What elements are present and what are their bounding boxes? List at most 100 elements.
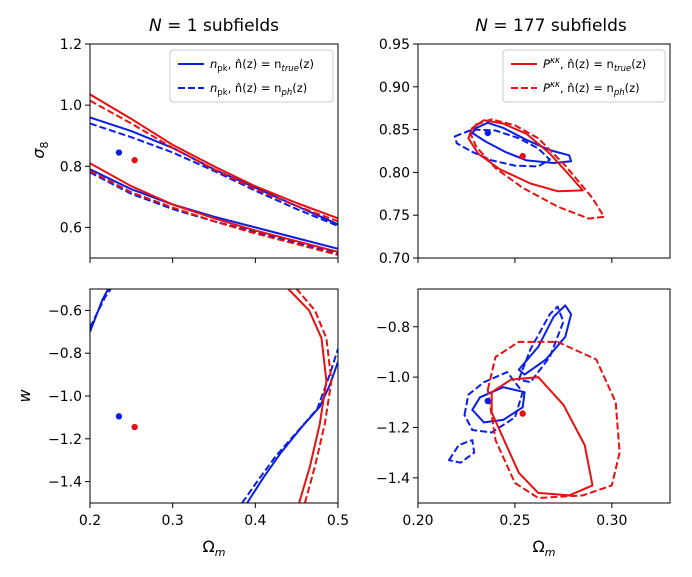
y-tick-label-1: −1.4 [48,475,82,491]
legend-1-bsub: true [614,64,631,74]
panel-title-top-right: N = 177 subfields [475,16,627,36]
y-tick-label-3: −1.0 [48,389,82,405]
marker-point-1 [484,129,491,137]
series-line-4 [241,348,338,503]
plot-area-bottom-right [448,304,621,499]
series-line-2 [453,128,551,168]
series-line-1 [517,304,573,376]
y-tick-label-4: −0.8 [48,346,82,362]
title-rest: = 1 subfields [162,16,279,36]
series-line-8 [90,170,338,256]
legend-2-c: (z) [292,81,307,95]
y-tick-label-2: 0.75 [379,208,410,224]
panel-top-left: N = 1 subfields σ8 0.60.81.01.2 npk, n̂(… [29,16,339,263]
series-line-3 [90,93,338,220]
panel-title-top-left: N = 1 subfields [149,16,279,36]
y-tick-label-5: −0.6 [48,303,82,319]
legend-2-a: n [210,81,217,95]
axes-frame-bottom-right [417,288,671,504]
legend-2-c: (z) [625,81,640,95]
legend-1-asup: κκ [550,56,560,66]
legend-2-asub: pk [217,88,227,98]
ylabel-sym: σ [29,148,48,159]
series-line-5 [90,168,338,250]
y-tick-label-1: 0.6 [60,220,82,236]
legend-top-left: npk, n̂(z) = ntrue(z) npk, n̂(z) = nph(z… [169,49,334,103]
ticks-top-left: 0.6 0.8 1.0 1.2 [60,37,339,263]
series-line-4 [90,99,338,223]
x-tick-label-2: 0.25 [499,513,530,529]
axes-frame-top-right [417,43,671,259]
axes-frame-top-left [89,43,339,259]
legend-2-asup: κκ [550,80,560,90]
plot-area-top-left [90,93,338,256]
series-line-6 [490,376,594,497]
y-tick-label-1: 0.70 [379,251,410,267]
x-axis-label-omega-m: Ωm [533,537,556,559]
y-axis-label-w: w [15,389,34,403]
legend-box [169,49,334,103]
series-line-2 [90,289,112,328]
plot-area-bottom-left [90,289,338,503]
xlabel-sub: m [215,546,226,559]
ticks-top-right: 0.70 0.75 0.80 0.85 0.90 0.95 [379,37,613,267]
axes-frame-bottom-left [89,288,339,504]
x-tick-label-1: 0.2 [79,513,101,529]
series-line-7 [90,162,338,253]
marker-point-2 [519,410,526,417]
x-axis-label-omega-m: Ωm [203,537,226,559]
legend-1-b: , n̂(z) = n [228,57,282,71]
legend-1-c: (z) [631,57,646,71]
ylabel-sub: 8 [38,141,51,148]
y-tick-label-1: −1.4 [376,471,410,487]
legend-1-bsub: true [281,64,298,74]
legend-top-right: Pκκ, n̂(z) = ntrue(z) Pκκ, n̂(z) = nph(z… [502,49,666,103]
y-tick-label-3: 1.0 [60,98,82,114]
legend-1-a: P [543,57,550,71]
marker-point-1 [115,149,123,156]
series-line-2 [90,122,338,227]
legend-2-b: , n̂(z) = n [560,81,614,95]
legend-2-a: P [543,81,550,95]
x-tick-label-4: 0.5 [327,513,349,529]
x-tick-label-2: 0.3 [162,513,184,529]
xlabel-sym: Ω [533,537,545,556]
plot-area-top-right [453,118,606,220]
legend-entry-1: npk, n̂(z) = ntrue(z) [210,57,314,74]
title-var: N [475,16,488,36]
x-tick-label-1: 0.20 [402,513,433,529]
legend-1-b: , n̂(z) = n [560,57,614,71]
legend-box [502,49,666,103]
series-line-4 [469,118,606,220]
panel-bottom-left: w Ωm −1.4 −1.2 −1.0 −0.8 −0.6 0.2 0.3 0.4 0.5 [15,288,349,559]
series-line-4 [463,371,524,434]
y-tick-label-4: 0.85 [379,123,410,139]
y-tick-label-4: 1.2 [60,37,82,53]
legend-2-bsub: ph [613,88,625,98]
y-tick-label-3: 0.80 [379,165,410,181]
marker-point-2 [131,156,138,164]
y-tick-label-2: −1.2 [48,432,82,448]
series-line-5 [448,439,476,464]
ticks-bottom-right: −1.4 −1.2 −1.0 −0.8 0.20 0.25 0.30 [376,320,627,529]
marker-point-1 [484,397,491,405]
series-line-6 [295,289,333,503]
series-line-3 [467,119,584,193]
title-rest: = 177 subfields [488,16,627,36]
y-tick-label-2: −1.2 [376,420,410,436]
legend-2-b: , n̂(z) = n [228,81,282,95]
y-tick-label-4: −0.8 [376,320,410,336]
series-line-7 [486,340,621,499]
panel-bottom-right: Ωm −1.4 −1.2 −1.0 −0.8 0.20 0.25 0.30 [376,288,671,559]
series-line-3 [517,305,565,384]
x-tick-label-3: 0.4 [244,513,266,529]
legend-2-bsub: ph [280,88,292,98]
y-tick-label-6: 0.95 [379,37,410,53]
ticks-bottom-left: −1.4 −1.2 −1.0 −0.8 −0.6 0.2 0.3 0.4 0.5 [48,303,349,529]
legend-1-asub: pk [217,64,227,74]
series-line-2 [471,386,526,424]
legend-1-a: n [210,57,217,71]
y-tick-label-2: 0.8 [60,159,82,175]
y-axis-label-sigma8: σ8 [29,141,51,158]
